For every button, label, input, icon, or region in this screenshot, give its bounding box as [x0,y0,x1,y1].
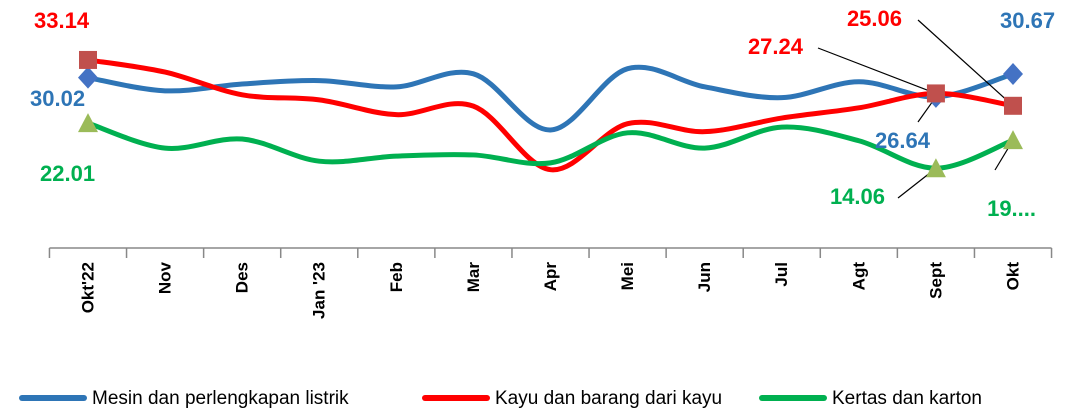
marker [926,84,945,103]
legend-label: Kayu dan barang dari kayu [495,388,722,409]
data-label: 33.14 [34,8,90,33]
data-label: 26.64 [875,128,931,153]
marker [925,158,946,178]
marker [1003,130,1023,150]
x-tick-label: Apr [541,262,560,292]
x-tick-label: Jul [772,262,791,287]
x-tick-label: Nov [156,261,175,294]
x-tick-label: Feb [387,262,406,292]
x-tick-label: Sept [926,262,945,299]
legend-label: Kertas dan karton [832,388,982,409]
marker [78,113,98,133]
leader-line [917,19,1014,107]
marker [1003,62,1023,85]
data-label: 27.24 [748,34,804,59]
data-label: 25.06 [847,6,902,31]
marker [78,66,98,89]
data-label: 30.67 [1000,8,1055,33]
x-tick-label: Mar [464,262,483,293]
x-tick-label: Jun [695,262,714,292]
data-label: 22.01 [40,161,95,186]
x-tick-label: Jan '23 [310,262,329,319]
legend-label: Mesin dan perlengkapan listrik [92,388,349,409]
marker [79,50,97,69]
data-label: 19.... [987,196,1036,221]
leader-line [817,47,937,94]
marker [1004,96,1022,115]
data-label: 14.06 [830,184,885,209]
data-label: 30.02 [30,86,85,111]
x-tick-label: Okt'22 [78,262,97,313]
x-tick-label: Des [233,262,252,293]
line [85,120,1016,171]
x-tick-label: Mei [618,262,637,290]
line [85,64,1016,133]
x-tick-label: Agt [849,262,868,291]
line [85,57,1016,173]
x-tick-label: Okt [1003,262,1022,291]
